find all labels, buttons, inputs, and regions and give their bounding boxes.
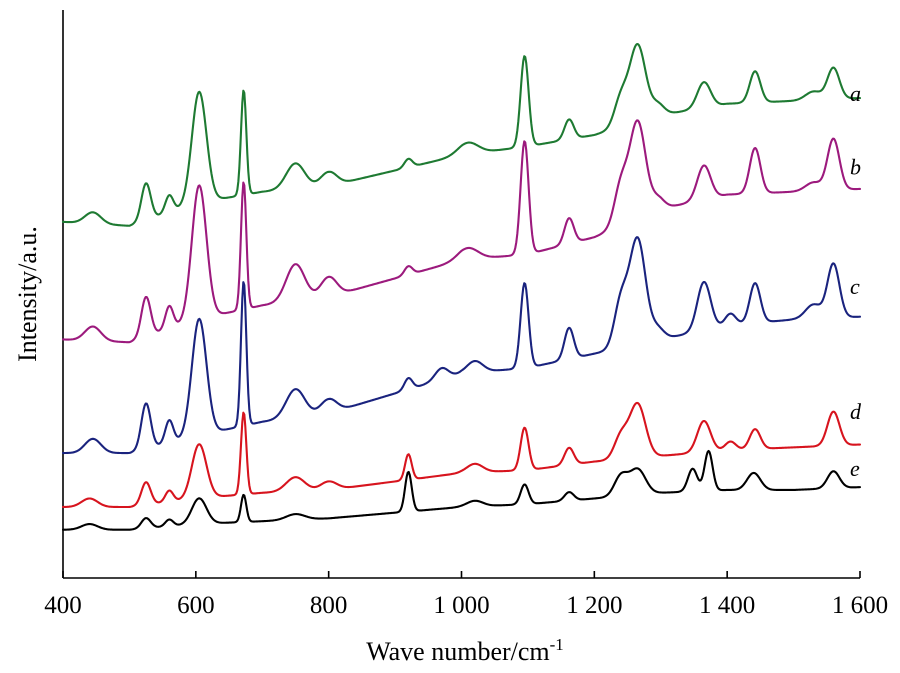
- series-line-c: [61, 236, 862, 455]
- series-lines: [61, 43, 862, 531]
- series-label-e: e: [850, 456, 860, 481]
- plot-area: 400 600 800 1 000 1 200 1 400 1 600 a b c d e: [44, 10, 888, 619]
- y-axis-label: Intensity/a.u.: [13, 226, 42, 362]
- x-tick-label: 1 400: [699, 592, 755, 619]
- x-ticks: [62, 571, 861, 578]
- series-line-e: [61, 449, 862, 531]
- series-line-b: [61, 119, 862, 344]
- x-tick-label: 1 000: [433, 592, 489, 619]
- x-axis-label: Wave number/cm-1: [366, 635, 564, 666]
- x-tick-labels: 400 600 800 1 000 1 200 1 400 1 600: [44, 592, 888, 619]
- x-axis-label-superscript: -1: [550, 635, 564, 654]
- x-tick-label: 1 600: [832, 592, 888, 619]
- series-label-a: a: [850, 81, 861, 106]
- series-labels: a b c d e: [850, 81, 862, 481]
- series-label-b: b: [850, 155, 861, 180]
- series-label-d: d: [850, 399, 862, 424]
- series-label-c: c: [850, 274, 860, 299]
- x-tick-label: 1 200: [566, 592, 622, 619]
- x-tick-label: 800: [310, 592, 348, 619]
- series-line-d: [61, 401, 862, 509]
- x-tick-label: 400: [44, 592, 82, 619]
- series-line-a: [61, 43, 862, 227]
- x-tick-label: 600: [177, 592, 215, 619]
